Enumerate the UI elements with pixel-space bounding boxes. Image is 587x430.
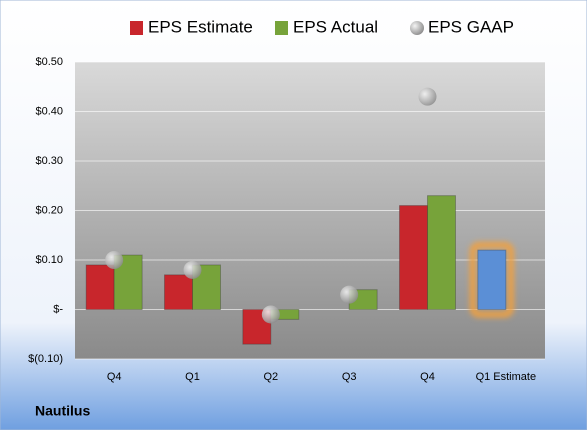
gaap-point xyxy=(183,260,202,279)
bar xyxy=(164,274,193,311)
bar xyxy=(477,249,507,311)
x-tick-label: Q4 xyxy=(420,371,435,383)
x-tick-label: Q1 xyxy=(185,371,200,383)
legend-marker xyxy=(410,21,424,35)
gaap-point xyxy=(105,251,124,269)
bar xyxy=(399,205,428,310)
gaap-point xyxy=(340,285,359,304)
bar xyxy=(85,264,115,311)
y-tick-label: $0.20 xyxy=(35,204,63,216)
x-tick-label: Q1 Estimate xyxy=(476,371,537,383)
y-tick-label: $- xyxy=(53,303,63,315)
y-tick-label: $0.40 xyxy=(35,105,63,117)
legend-marker xyxy=(275,21,288,35)
y-tick-label: $0.10 xyxy=(35,254,63,266)
x-tick-label: Q3 xyxy=(342,371,357,383)
footer: Nautilus xyxy=(35,403,90,419)
y-tick-label: $0.50 xyxy=(35,56,63,68)
y-tick-label: $(0.10) xyxy=(28,353,63,365)
y-tick-label: $0.30 xyxy=(35,155,63,167)
x-tick-label: Q4 xyxy=(107,371,122,383)
bar xyxy=(427,195,456,310)
legend-marker xyxy=(130,21,143,35)
legend-label: EPS GAAP xyxy=(428,17,514,36)
legend-label: EPS Estimate xyxy=(148,17,253,36)
x-tick-label: Q2 xyxy=(263,371,278,383)
gaap-point xyxy=(418,87,437,106)
bar-glow xyxy=(469,242,514,318)
gaap-point xyxy=(261,305,280,324)
legend-label: EPS Actual xyxy=(293,17,378,36)
